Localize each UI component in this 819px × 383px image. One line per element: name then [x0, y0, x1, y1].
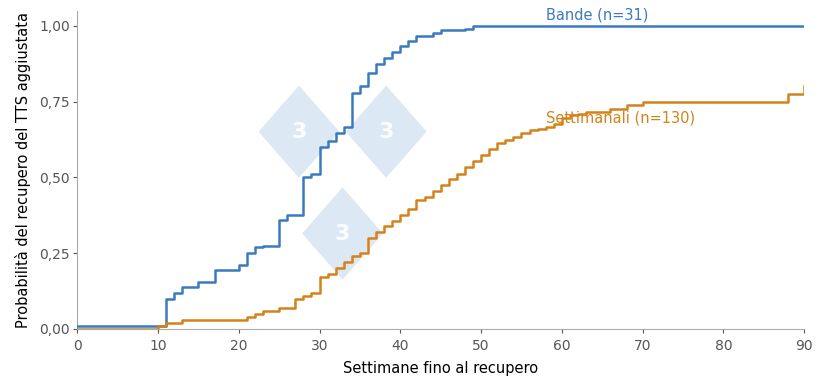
Text: 3: 3 — [291, 122, 306, 142]
Polygon shape — [344, 84, 428, 179]
Y-axis label: Probabilità del recupero del TTS aggiustata: Probabilità del recupero del TTS aggiust… — [15, 12, 31, 328]
Text: Settimanali (n=130): Settimanali (n=130) — [545, 111, 694, 126]
Text: 3: 3 — [334, 224, 350, 244]
Text: Bande (n=31): Bande (n=31) — [545, 8, 647, 23]
X-axis label: Settimane fino al recupero: Settimane fino al recupero — [342, 361, 537, 376]
Polygon shape — [301, 186, 384, 281]
Polygon shape — [257, 84, 341, 179]
Text: 3: 3 — [378, 122, 393, 142]
